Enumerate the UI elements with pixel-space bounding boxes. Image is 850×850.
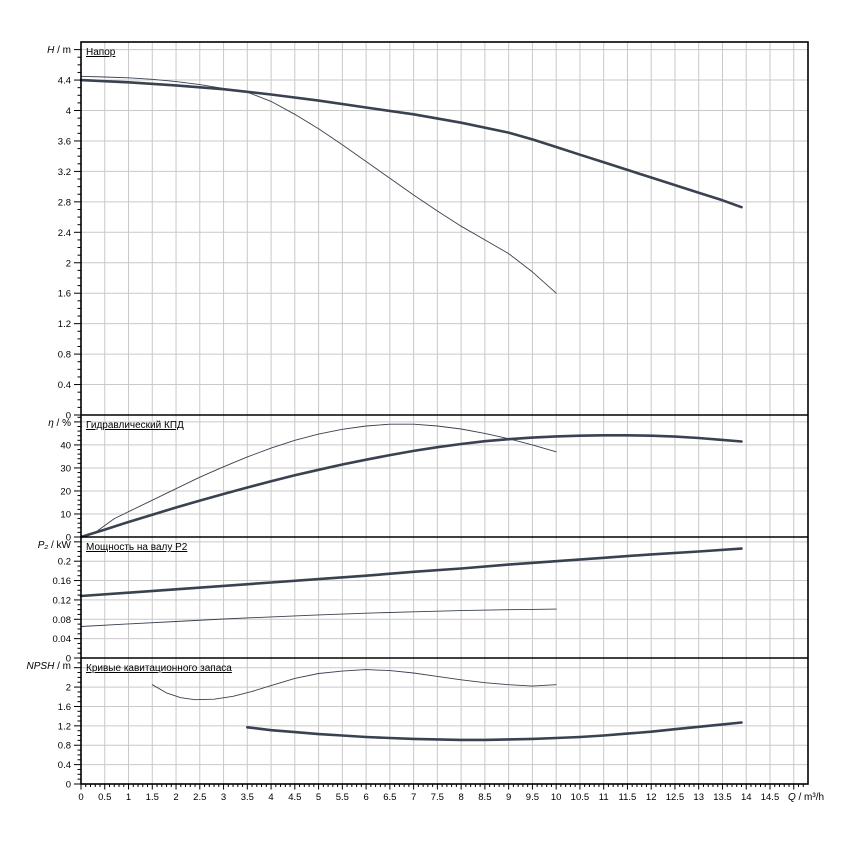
y-tick-label: 2: [66, 258, 71, 269]
y-tick-label: 1.6: [58, 289, 71, 300]
x-tick-label: 9.5: [526, 792, 539, 803]
x-tick-label: 13.5: [713, 792, 732, 803]
x-tick-label: 14.5: [761, 792, 780, 803]
axes: [80, 41, 809, 785]
x-tick-label: 10.5: [571, 792, 590, 803]
curve-efficiency-alt: [94, 423, 557, 533]
y-tick-label: 0.8: [58, 350, 71, 361]
y-tick-label: 0.4: [58, 380, 71, 391]
x-tick-label: 4: [268, 792, 273, 803]
curves: [79, 75, 743, 742]
x-tick-label: 6: [363, 792, 368, 803]
x-tick-label: 1.5: [146, 792, 159, 803]
x-tick-label: 11: [599, 792, 609, 803]
panel-title-efficiency: Гидравлический КПД: [86, 420, 184, 431]
x-tick-label: 6.5: [383, 792, 396, 803]
x-tick-label: 14: [741, 792, 752, 803]
panel-title-head: Напор: [86, 47, 116, 58]
y-tick-label: 2.8: [58, 197, 71, 208]
y-tick-label: 4.4: [58, 76, 71, 87]
y-tick-label: 0: [66, 533, 71, 544]
x-tick-label: 12: [646, 792, 657, 803]
curve-npsh-main: [246, 721, 743, 742]
y-tick-label: 4: [66, 106, 71, 117]
y-tick-label: 0: [66, 654, 71, 665]
y-tick-label: 1.6: [58, 702, 71, 713]
y-tick-label: 2.4: [58, 228, 71, 239]
x-tick-label: 7.5: [431, 792, 444, 803]
tick-marks: [74, 49, 804, 790]
x-tick-label: 5.5: [336, 792, 349, 803]
x-tick-label: 1: [126, 792, 131, 803]
y-tick-label: 0.08: [53, 615, 72, 626]
curve-power-main: [79, 547, 743, 598]
y-tick-label: 0.16: [53, 576, 72, 587]
x-axis-label: Q / m³/h: [788, 792, 824, 803]
y-tick-label: 20: [60, 486, 71, 497]
y-axis-label-power: P₂ / kW: [38, 540, 72, 551]
x-tick-label: 0.5: [98, 792, 111, 803]
gridlines: [81, 42, 808, 784]
y-tick-label: 1.2: [58, 721, 71, 732]
x-tick-label: 5: [316, 792, 321, 803]
curve-efficiency-main: [79, 433, 743, 539]
y-axis-label-efficiency: η / %: [48, 418, 71, 429]
x-tick-label: 3.5: [241, 792, 254, 803]
y-axis-label-npsh: NPSH / m: [27, 661, 71, 672]
y-tick-label: 40: [60, 440, 71, 451]
x-tick-label: 7: [411, 792, 416, 803]
y-axis-label-head: H / m: [47, 45, 71, 56]
x-tick-label: 3: [221, 792, 226, 803]
x-tick-label: 0: [78, 792, 83, 803]
x-tick-label: 10: [551, 792, 562, 803]
labels: 0 0.4 0.8 1.2 1.6 2 2.4 2.8 3.2 3.6 4 4.4 Напор H / m…: [27, 45, 825, 803]
x-tick-label: 8: [458, 792, 463, 803]
panel-title-power: Мощность на валу P2: [86, 542, 188, 553]
x-tick-label: 11.5: [619, 792, 637, 803]
y-tick-label: 0.12: [53, 595, 72, 606]
y-tick-label: 0.2: [58, 557, 71, 568]
x-tick-label: 2.5: [193, 792, 206, 803]
y-tick-label: 1.2: [58, 319, 71, 330]
y-tick-label: 0: [66, 411, 71, 422]
x-tick-label: 9: [506, 792, 511, 803]
y-tick-label: 0.04: [53, 634, 72, 645]
x-tick-label: 4.5: [288, 792, 301, 803]
y-tick-label: 3.2: [58, 167, 71, 178]
y-tick-label: 0.4: [58, 760, 71, 771]
plot-border: [80, 41, 809, 785]
y-tick-label: 30: [60, 463, 71, 474]
curve-power-alt: [80, 608, 557, 627]
y-tick-label: 0.8: [58, 741, 71, 752]
x-tick-label: 2: [173, 792, 178, 803]
curve-npsh-alt: [151, 669, 557, 701]
y-tick-label: 0: [66, 780, 71, 791]
curve-head-alt: [80, 75, 557, 294]
y-tick-label: 3.6: [58, 136, 71, 147]
panel-title-npsh: Кривые кавитационного запаса: [86, 663, 232, 674]
x-tick-label: 12.5: [666, 792, 685, 803]
y-tick-label: 10: [60, 509, 71, 520]
x-tick-label: 13: [693, 792, 704, 803]
y-tick-label: 2: [66, 683, 71, 694]
x-tick-label: 8.5: [478, 792, 491, 803]
